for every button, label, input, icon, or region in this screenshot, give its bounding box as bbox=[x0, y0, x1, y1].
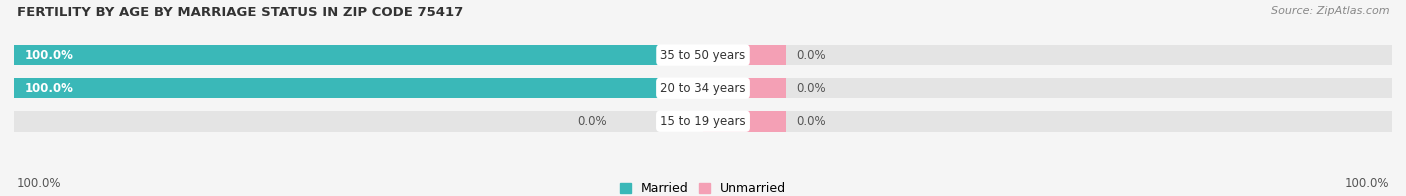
Bar bbox=[703, 111, 786, 132]
Text: 20 to 34 years: 20 to 34 years bbox=[661, 82, 745, 95]
Text: 0.0%: 0.0% bbox=[796, 115, 825, 128]
Text: 100.0%: 100.0% bbox=[1344, 177, 1389, 190]
Bar bbox=[14, 45, 1392, 65]
Bar bbox=[14, 78, 1392, 98]
Bar bbox=[14, 45, 703, 65]
Text: 0.0%: 0.0% bbox=[576, 115, 606, 128]
Text: 15 to 19 years: 15 to 19 years bbox=[661, 115, 745, 128]
Text: Source: ZipAtlas.com: Source: ZipAtlas.com bbox=[1271, 6, 1389, 16]
Text: FERTILITY BY AGE BY MARRIAGE STATUS IN ZIP CODE 75417: FERTILITY BY AGE BY MARRIAGE STATUS IN Z… bbox=[17, 6, 463, 19]
Bar bbox=[703, 78, 786, 98]
Text: 100.0%: 100.0% bbox=[24, 49, 73, 62]
Text: 0.0%: 0.0% bbox=[796, 82, 825, 95]
Bar bbox=[703, 45, 786, 65]
Text: 35 to 50 years: 35 to 50 years bbox=[661, 49, 745, 62]
Text: 100.0%: 100.0% bbox=[24, 82, 73, 95]
Bar bbox=[14, 78, 703, 98]
Bar bbox=[14, 111, 1392, 132]
Text: 100.0%: 100.0% bbox=[17, 177, 62, 190]
Legend: Married, Unmarried: Married, Unmarried bbox=[614, 178, 792, 196]
Text: 0.0%: 0.0% bbox=[796, 49, 825, 62]
